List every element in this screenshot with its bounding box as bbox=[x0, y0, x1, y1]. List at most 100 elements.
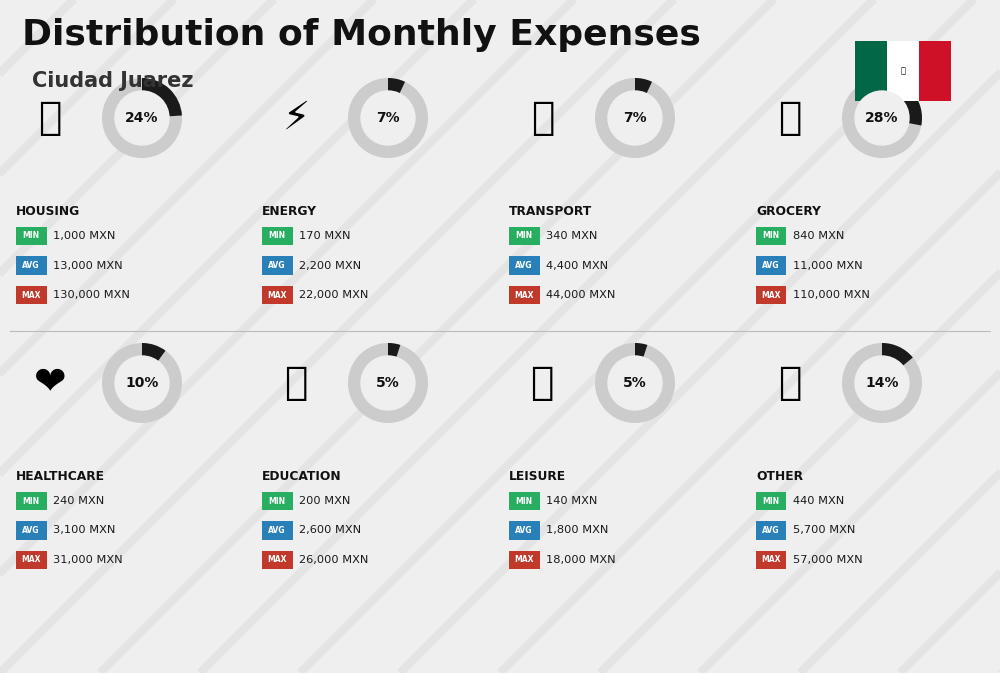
Text: 5%: 5% bbox=[376, 376, 400, 390]
FancyBboxPatch shape bbox=[756, 256, 786, 275]
Text: ❤️: ❤️ bbox=[34, 364, 66, 402]
FancyBboxPatch shape bbox=[509, 492, 540, 510]
Text: AVG: AVG bbox=[515, 526, 533, 535]
FancyBboxPatch shape bbox=[756, 522, 786, 540]
Text: AVG: AVG bbox=[515, 261, 533, 270]
Circle shape bbox=[115, 356, 169, 410]
Text: 840 MXN: 840 MXN bbox=[793, 231, 844, 241]
Text: AVG: AVG bbox=[268, 261, 286, 270]
Text: 130,000 MXN: 130,000 MXN bbox=[53, 290, 130, 300]
FancyBboxPatch shape bbox=[756, 492, 786, 510]
Text: AVG: AVG bbox=[762, 526, 780, 535]
Wedge shape bbox=[635, 78, 652, 94]
Text: MIN: MIN bbox=[762, 497, 780, 505]
Text: 57,000 MXN: 57,000 MXN bbox=[793, 555, 863, 565]
FancyBboxPatch shape bbox=[887, 41, 919, 101]
Text: 14%: 14% bbox=[865, 376, 899, 390]
Wedge shape bbox=[102, 343, 182, 423]
Text: 🛒: 🛒 bbox=[778, 99, 802, 137]
Wedge shape bbox=[882, 343, 913, 366]
Text: HEALTHCARE: HEALTHCARE bbox=[16, 470, 105, 483]
Text: MAX: MAX bbox=[267, 291, 287, 299]
FancyBboxPatch shape bbox=[16, 256, 46, 275]
Text: 4,400 MXN: 4,400 MXN bbox=[546, 260, 608, 271]
Text: MAX: MAX bbox=[514, 291, 534, 299]
Text: 5%: 5% bbox=[623, 376, 647, 390]
Text: 5,700 MXN: 5,700 MXN bbox=[793, 526, 855, 536]
Text: 140 MXN: 140 MXN bbox=[546, 496, 597, 506]
Wedge shape bbox=[102, 78, 182, 158]
Circle shape bbox=[361, 91, 415, 145]
Text: 🏢: 🏢 bbox=[38, 99, 62, 137]
Text: AVG: AVG bbox=[22, 261, 40, 270]
Text: MAX: MAX bbox=[761, 291, 781, 299]
FancyBboxPatch shape bbox=[262, 286, 292, 304]
Text: MAX: MAX bbox=[21, 555, 41, 565]
Text: 7%: 7% bbox=[623, 111, 647, 125]
FancyBboxPatch shape bbox=[919, 41, 951, 101]
Wedge shape bbox=[388, 78, 405, 94]
Wedge shape bbox=[595, 78, 675, 158]
Text: MAX: MAX bbox=[761, 555, 781, 565]
FancyBboxPatch shape bbox=[16, 492, 46, 510]
Text: 440 MXN: 440 MXN bbox=[793, 496, 844, 506]
Circle shape bbox=[115, 91, 169, 145]
Wedge shape bbox=[595, 343, 675, 423]
FancyBboxPatch shape bbox=[509, 256, 540, 275]
Circle shape bbox=[361, 356, 415, 410]
Text: HOUSING: HOUSING bbox=[16, 205, 80, 218]
Text: 2,200 MXN: 2,200 MXN bbox=[299, 260, 361, 271]
Text: 13,000 MXN: 13,000 MXN bbox=[53, 260, 123, 271]
Text: 240 MXN: 240 MXN bbox=[53, 496, 104, 506]
Text: AVG: AVG bbox=[268, 526, 286, 535]
Text: MAX: MAX bbox=[514, 555, 534, 565]
Text: Ciudad Juarez: Ciudad Juarez bbox=[32, 71, 194, 91]
FancyBboxPatch shape bbox=[16, 286, 46, 304]
Text: 44,000 MXN: 44,000 MXN bbox=[546, 290, 615, 300]
Text: MIN: MIN bbox=[268, 497, 286, 505]
Text: 28%: 28% bbox=[865, 111, 899, 125]
Text: AVG: AVG bbox=[762, 261, 780, 270]
Text: TRANSPORT: TRANSPORT bbox=[509, 205, 592, 218]
FancyBboxPatch shape bbox=[509, 286, 540, 304]
FancyBboxPatch shape bbox=[855, 41, 887, 101]
Text: 🚌: 🚌 bbox=[531, 99, 555, 137]
Text: MIN: MIN bbox=[762, 232, 780, 240]
Text: GROCERY: GROCERY bbox=[756, 205, 821, 218]
Text: 340 MXN: 340 MXN bbox=[546, 231, 597, 241]
Text: 🎓: 🎓 bbox=[284, 364, 308, 402]
Text: 10%: 10% bbox=[125, 376, 159, 390]
Text: OTHER: OTHER bbox=[756, 470, 803, 483]
Wedge shape bbox=[635, 343, 647, 357]
Text: Distribution of Monthly Expenses: Distribution of Monthly Expenses bbox=[22, 18, 701, 52]
Circle shape bbox=[855, 356, 909, 410]
Text: 170 MXN: 170 MXN bbox=[299, 231, 351, 241]
Text: 1,000 MXN: 1,000 MXN bbox=[53, 231, 115, 241]
FancyBboxPatch shape bbox=[262, 522, 292, 540]
Wedge shape bbox=[388, 343, 400, 357]
Text: 🦅: 🦅 bbox=[901, 67, 906, 75]
Text: 24%: 24% bbox=[125, 111, 159, 125]
Wedge shape bbox=[142, 343, 166, 361]
FancyBboxPatch shape bbox=[16, 227, 46, 245]
Text: MIN: MIN bbox=[268, 232, 286, 240]
Text: 3,100 MXN: 3,100 MXN bbox=[53, 526, 115, 536]
FancyBboxPatch shape bbox=[262, 256, 292, 275]
Circle shape bbox=[855, 91, 909, 145]
Text: 31,000 MXN: 31,000 MXN bbox=[53, 555, 123, 565]
Text: 💰: 💰 bbox=[778, 364, 802, 402]
Text: 7%: 7% bbox=[376, 111, 400, 125]
Text: 200 MXN: 200 MXN bbox=[299, 496, 350, 506]
Text: 1,800 MXN: 1,800 MXN bbox=[546, 526, 608, 536]
Text: 18,000 MXN: 18,000 MXN bbox=[546, 555, 616, 565]
Text: MAX: MAX bbox=[21, 291, 41, 299]
Text: LEISURE: LEISURE bbox=[509, 470, 566, 483]
Text: ⚡: ⚡ bbox=[282, 99, 310, 137]
Wedge shape bbox=[348, 78, 428, 158]
FancyBboxPatch shape bbox=[262, 492, 292, 510]
FancyBboxPatch shape bbox=[16, 522, 46, 540]
Text: 🛍️: 🛍️ bbox=[531, 364, 555, 402]
FancyBboxPatch shape bbox=[509, 551, 540, 569]
Text: EDUCATION: EDUCATION bbox=[262, 470, 342, 483]
Text: MIN: MIN bbox=[515, 232, 533, 240]
